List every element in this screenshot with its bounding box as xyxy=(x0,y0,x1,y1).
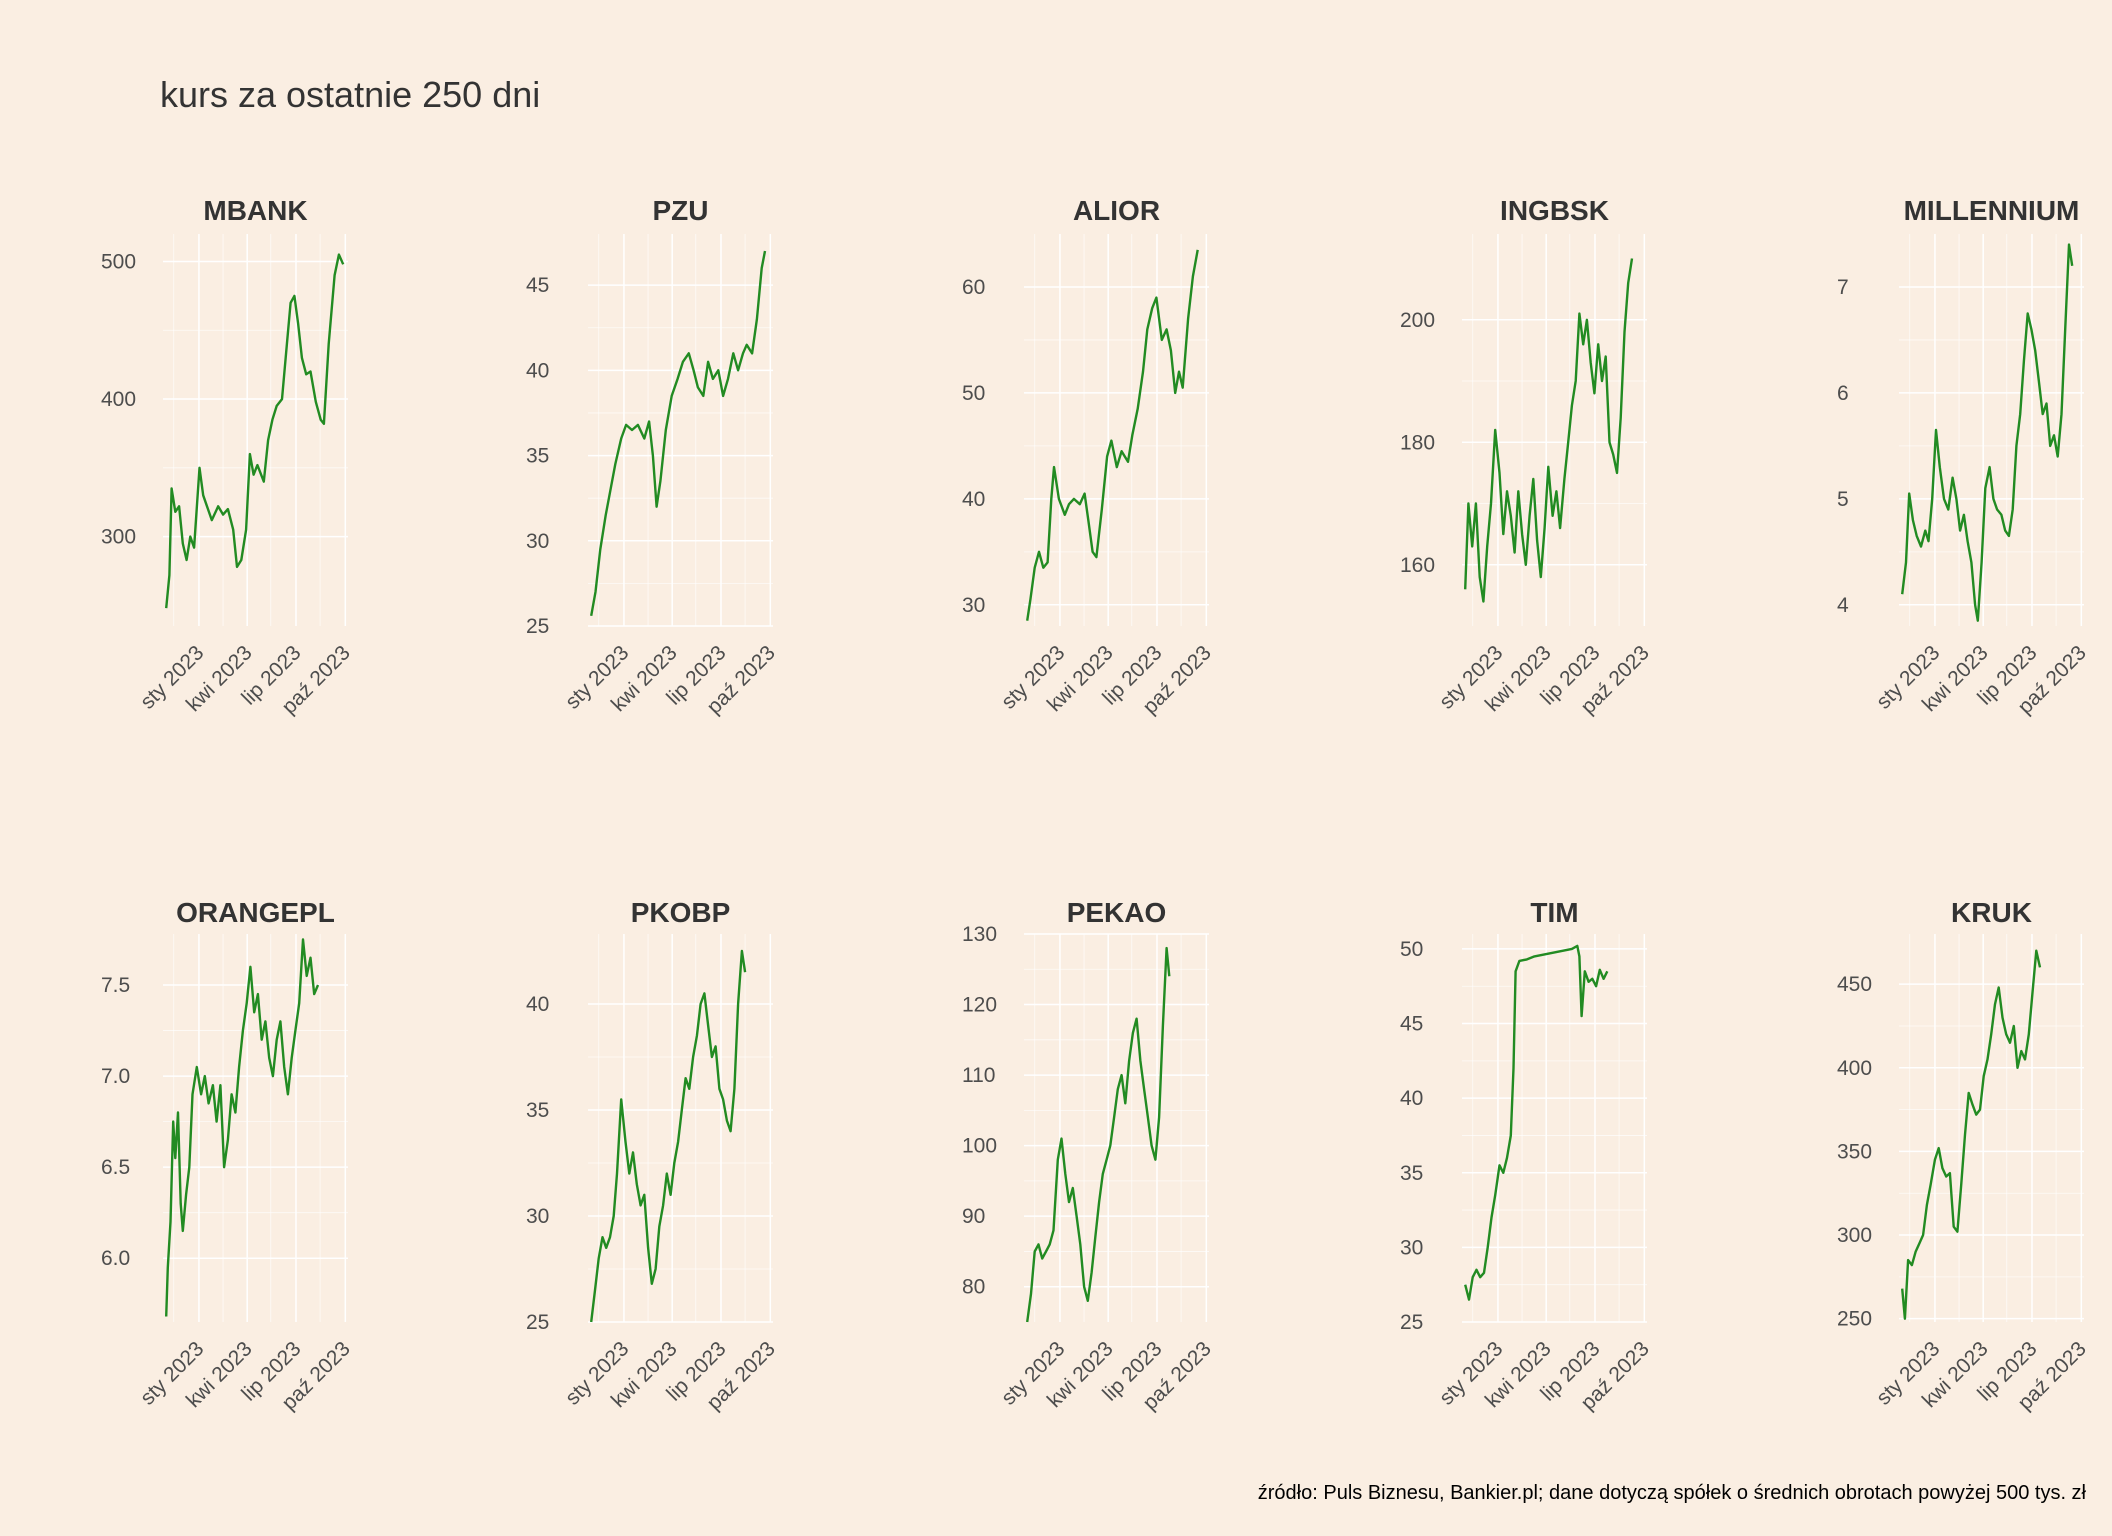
y-tick-label: 25 xyxy=(1400,1311,1423,1334)
y-tick-label: 100 xyxy=(962,1135,997,1158)
price-line xyxy=(1026,946,1171,1323)
y-tick-label: 500 xyxy=(101,251,136,274)
facet-title: TIM xyxy=(1530,897,1578,928)
price-line xyxy=(165,938,320,1317)
y-tick-label: 7 xyxy=(1837,276,1849,299)
y-tick-label: 25 xyxy=(526,1311,549,1334)
price-line xyxy=(1901,949,2042,1320)
y-tick-label: 6.5 xyxy=(101,1156,130,1179)
y-tick-label: 4 xyxy=(1837,594,1849,617)
source-caption: źródło: Puls Biznesu, Bankier.pl; dane d… xyxy=(1257,1482,2086,1504)
price-line xyxy=(1464,944,1609,1301)
facet-title: PEKAO xyxy=(1067,897,1167,928)
y-tick-label: 80 xyxy=(962,1276,985,1299)
y-tick-label: 160 xyxy=(1400,554,1435,577)
y-tick-label: 30 xyxy=(526,1205,549,1228)
y-tick-label: 130 xyxy=(962,923,997,946)
y-tick-label: 50 xyxy=(1400,938,1423,961)
y-tick-label: 400 xyxy=(101,388,136,411)
y-tick-label: 50 xyxy=(962,382,985,405)
y-tick-label: 35 xyxy=(526,1099,549,1122)
y-tick-label: 40 xyxy=(1400,1087,1423,1110)
y-tick-label: 300 xyxy=(101,526,136,549)
y-tick-label: 5 xyxy=(1837,488,1849,511)
facet-title: MILLENNIUM xyxy=(1904,195,2080,226)
y-tick-label: 350 xyxy=(1837,1140,1872,1163)
facet-title: PZU xyxy=(653,195,709,226)
price-line xyxy=(1901,243,2074,622)
y-tick-label: 40 xyxy=(526,359,549,382)
y-tick-label: 250 xyxy=(1837,1308,1872,1331)
facet-title: PKOBP xyxy=(631,897,731,928)
page-title: kurs za ostatnie 250 dni xyxy=(160,74,541,115)
y-tick-label: 450 xyxy=(1837,973,1872,996)
y-tick-label: 110 xyxy=(962,1064,995,1087)
y-tick-label: 7.5 xyxy=(101,974,130,997)
y-tick-label: 300 xyxy=(1837,1224,1872,1247)
y-tick-label: 45 xyxy=(526,274,549,297)
y-tick-label: 6.0 xyxy=(101,1247,130,1270)
y-tick-label: 6 xyxy=(1837,382,1849,405)
y-tick-label: 30 xyxy=(526,530,549,553)
y-tick-label: 120 xyxy=(962,994,997,1017)
y-tick-label: 45 xyxy=(1400,1013,1423,1036)
price-line xyxy=(590,250,767,617)
y-tick-label: 200 xyxy=(1400,309,1435,332)
y-tick-label: 7.0 xyxy=(101,1065,130,1088)
y-tick-label: 35 xyxy=(1400,1162,1423,1185)
price-line xyxy=(1464,258,1634,603)
price-line xyxy=(590,949,747,1323)
facet-title: KRUK xyxy=(1951,897,2032,928)
y-tick-label: 40 xyxy=(526,993,549,1016)
facet-title: ALIOR xyxy=(1073,195,1160,226)
y-tick-label: 35 xyxy=(526,445,549,468)
y-tick-label: 30 xyxy=(1400,1236,1423,1259)
facet-title: MBANK xyxy=(203,195,307,226)
y-tick-label: 180 xyxy=(1400,431,1435,454)
y-tick-label: 25 xyxy=(526,615,549,638)
price-line xyxy=(165,253,345,609)
y-tick-label: 60 xyxy=(962,276,985,299)
facet-title: INGBSK xyxy=(1500,195,1609,226)
y-tick-label: 30 xyxy=(962,594,985,617)
y-tick-label: 90 xyxy=(962,1205,985,1228)
price-line xyxy=(1026,249,1199,621)
y-tick-label: 40 xyxy=(962,488,985,511)
facet-title: ORANGEPL xyxy=(176,897,335,928)
y-tick-label: 400 xyxy=(1837,1057,1872,1080)
